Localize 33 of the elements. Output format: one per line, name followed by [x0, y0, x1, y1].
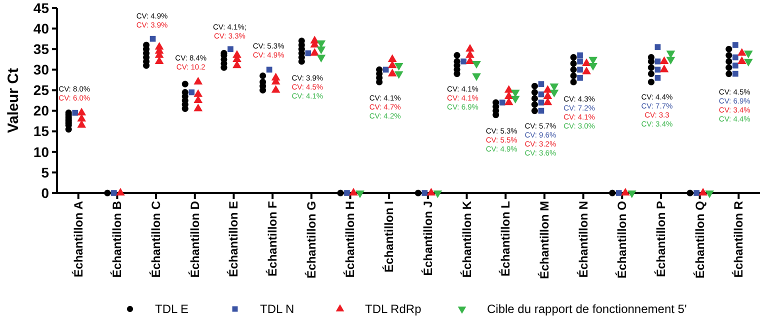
y-axis-title: Valeur Ct — [5, 68, 22, 134]
legend-label: TDL RdRp — [365, 302, 422, 316]
y-tick-label: 45 — [33, 0, 50, 16]
x-tick-label: Échantillon M — [537, 200, 552, 279]
x-tick-label: Échantillon R — [732, 200, 746, 278]
x-tick-label: Échantillon Q — [692, 201, 707, 278]
y-tick-label: 25 — [33, 82, 50, 98]
y-tick-label: 15 — [33, 123, 50, 140]
y-tick-label: 35 — [33, 41, 50, 58]
y-tick-label: 40 — [33, 20, 50, 36]
y-tick-label: 10 — [33, 144, 50, 160]
x-tick-label: Échantillon H — [343, 201, 358, 278]
x-tick-label: Échantillon J — [420, 201, 435, 276]
x-tick-label: Échantillon L — [498, 201, 513, 276]
x-tick-label: Échantillon A — [71, 200, 86, 278]
x-tick-label: Échantillon E — [226, 201, 241, 278]
y-tick-label: 5 — [41, 164, 50, 180]
legend-label: TDL E — [155, 302, 189, 316]
y-tick-label: 0 — [41, 184, 50, 201]
x-tick-label: Échantillon B — [110, 200, 124, 278]
x-tick-label: Échantillon I — [382, 201, 396, 272]
x-tick-label: Échantillon K — [460, 200, 474, 278]
x-tick-label: Échantillon P — [654, 201, 668, 278]
y-tick-label: 30 — [33, 62, 50, 78]
x-tick-label: Échantillon O — [615, 201, 630, 278]
y-tick-label: 20 — [33, 102, 50, 119]
x-tick-label: Échantillon N — [576, 201, 590, 278]
legend-label: Cible du rapport de fonctionnement 5' — [487, 302, 687, 316]
x-tick-label: Échantillon F — [266, 201, 280, 276]
x-tick-label: Échantillon D — [188, 200, 202, 278]
x-tick-label: Échantillon G — [304, 201, 318, 278]
legend-label: TDL N — [260, 302, 294, 316]
x-tick-label: Échantillon C — [149, 200, 164, 278]
